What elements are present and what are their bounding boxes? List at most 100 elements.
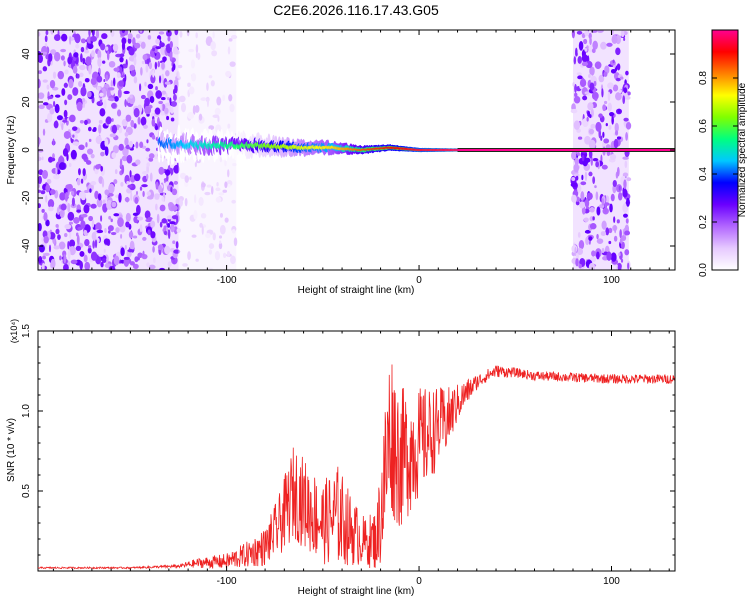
noise-speck: [148, 153, 155, 159]
noise-speck: [614, 122, 619, 133]
noise-speck: [212, 114, 220, 118]
noise-speck: [210, 80, 215, 87]
noise-speck: [155, 46, 162, 50]
noise-speck: [600, 41, 607, 50]
noise-speck: [153, 153, 159, 160]
noise-speck: [64, 99, 68, 106]
noise-speck: [594, 185, 597, 189]
noise-speck: [170, 106, 174, 115]
noise-speck: [84, 49, 90, 54]
noise-speck: [589, 66, 595, 76]
noise-speck: [227, 123, 231, 129]
noise-speck: [53, 100, 56, 108]
noise-speck: [200, 97, 207, 101]
noise-speck: [132, 263, 139, 269]
noise-speck: [141, 184, 148, 188]
noise-speck: [83, 204, 90, 214]
noise-speck: [80, 86, 87, 97]
noise-speck: [70, 259, 78, 265]
noise-speck: [84, 78, 90, 83]
noise-speck: [124, 244, 127, 250]
noise-speck: [603, 138, 610, 144]
noise-speck: [73, 216, 80, 224]
noise-speck: [171, 66, 175, 72]
noise-speck: [117, 217, 124, 228]
noise-speck: [581, 174, 584, 181]
noise-speck: [139, 224, 143, 233]
noise-speck: [210, 186, 214, 195]
noise-speck: [187, 82, 191, 88]
noise-speck: [38, 104, 45, 110]
noise-speck: [103, 248, 106, 253]
noise-speck: [79, 64, 86, 71]
noise-speck: [90, 203, 97, 209]
noise-speck: [596, 233, 599, 240]
noise-speck: [147, 216, 153, 221]
noise-speck: [598, 113, 603, 118]
noise-speck: [206, 184, 212, 188]
noise-speck: [173, 94, 177, 102]
noise-speck: [128, 231, 134, 239]
noise-speck: [82, 97, 86, 103]
noise-speck: [144, 81, 147, 87]
noise-speck: [69, 239, 76, 248]
y-tick-label: 20: [21, 96, 32, 108]
noise-speck: [73, 52, 79, 58]
noise-speck: [133, 123, 137, 129]
noise-speck: [167, 229, 171, 240]
noise-speck: [96, 229, 104, 234]
noise-speck: [625, 70, 629, 76]
noise-speck: [132, 212, 139, 217]
noise-speck: [105, 74, 109, 82]
noise-speck: [579, 201, 585, 209]
noise-speck: [155, 38, 160, 45]
noise-speck: [43, 235, 49, 244]
noise-speck: [149, 172, 153, 182]
heatmap-panel: -100 0 100 -40 -20 0 20 40 Height of straight …: [6, 29, 676, 296]
noise-speck: [592, 157, 599, 162]
noise-speck: [164, 169, 171, 176]
noise-speck: [169, 51, 173, 60]
noise-speck: [140, 41, 146, 49]
noise-speck: [219, 212, 223, 218]
noise-speck: [109, 133, 116, 138]
noise-speck: [129, 240, 135, 251]
noise-speck: [619, 237, 623, 244]
noise-speck: [116, 72, 121, 79]
noise-speck: [192, 105, 196, 115]
noise-speck: [100, 151, 105, 157]
noise-speck: [193, 209, 198, 220]
noise-speck: [45, 184, 51, 193]
noise-speck: [603, 71, 608, 77]
colorbar-ticks: 0.0 0.2 0.4 0.6 0.8: [698, 71, 738, 277]
noise-speck: [125, 114, 132, 122]
noise-speck: [46, 179, 52, 185]
noise-speck: [75, 43, 80, 49]
noise-speck: [47, 95, 54, 100]
noise-speck: [62, 119, 68, 123]
noise-speck: [622, 189, 628, 198]
noise-speck: [59, 255, 62, 261]
heatmap-y-label: Frequency (Hz): [6, 116, 17, 185]
noise-speck: [578, 40, 584, 51]
noise-speck: [68, 162, 72, 168]
noise-speck: [103, 238, 110, 245]
noise-speck: [616, 166, 620, 177]
noise-speck: [83, 229, 88, 236]
noise-speck: [53, 120, 59, 129]
noise-speck: [211, 50, 218, 57]
noise-speck: [574, 246, 577, 257]
noise-speck: [72, 126, 78, 131]
noise-speck: [588, 171, 593, 177]
noise-speck: [573, 96, 581, 104]
noise-speck: [610, 193, 615, 202]
noise-speck: [208, 75, 213, 79]
noise-speck: [179, 172, 187, 180]
noise-speck: [90, 77, 97, 86]
noise-speck: [50, 49, 57, 55]
y-tick-label: 1.5: [21, 324, 32, 338]
noise-speck: [148, 157, 154, 162]
noise-speck: [38, 136, 41, 146]
noise-speck: [195, 44, 199, 54]
noise-speck: [127, 37, 132, 44]
